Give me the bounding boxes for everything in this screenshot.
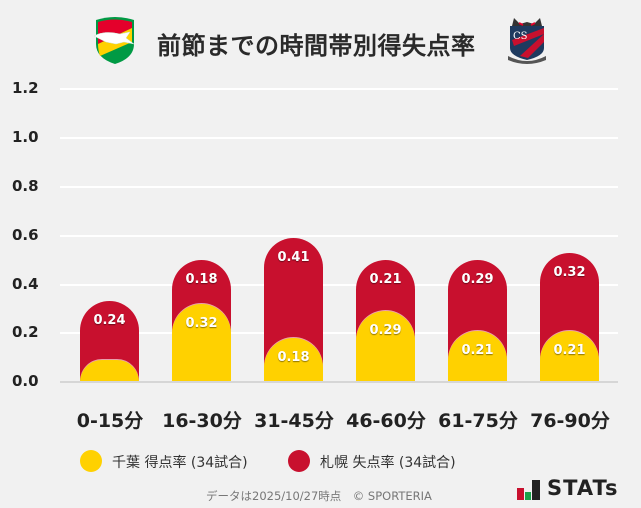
y-tick-label: 1.0 (12, 128, 39, 146)
chart-header: 前節までの時間帯別得失点率 CS (0, 14, 641, 70)
sapporo-value-label: 0.32 (553, 264, 586, 280)
sapporo-value-label: 0.29 (461, 272, 494, 287)
sapporo-value-label: 0.18 (185, 272, 218, 287)
gridline (60, 332, 618, 334)
chiba-value-label: 0.32 (185, 315, 218, 331)
chiba-scored-bar (356, 311, 415, 382)
x-tick-label: 31-45分 (254, 410, 334, 432)
sapporo-value-label: 0.24 (93, 313, 126, 329)
sapporo-value-label: 0.41 (277, 250, 310, 266)
bar-group: 0.41 0.18 (264, 238, 323, 382)
stats-bars-icon (517, 480, 540, 500)
chiba-scored-bar (80, 360, 139, 382)
y-tick-label: 0.8 (12, 177, 39, 195)
chart-title: 前節までの時間帯別得失点率 (157, 32, 476, 60)
svg-text:CS: CS (513, 31, 528, 42)
chiba-value-label: 0.18 (277, 350, 310, 366)
gridline (60, 88, 618, 90)
chiba-value-label: 0.29 (369, 323, 402, 339)
red-dot-icon (288, 450, 310, 472)
gridline (60, 235, 618, 237)
jef-united-crest-icon (93, 17, 135, 64)
yellow-dot-icon (80, 450, 102, 472)
bar-group: 0.21 0.29 (356, 260, 415, 382)
bar-group: 0.32 0.21 (540, 252, 599, 382)
y-tick-label: 0.4 (12, 275, 39, 293)
x-tick-label: 16-30分 (162, 410, 242, 432)
chiba-value-label: 0.21 (461, 342, 494, 358)
sapporo-value-label: 0.21 (369, 272, 402, 287)
chiba-scored-bar (264, 338, 323, 382)
x-axis-line (60, 381, 618, 383)
stats-brand-text: STATs (547, 476, 619, 500)
y-tick-label: 0.0 (12, 372, 39, 390)
x-tick-label: 46-60分 (346, 410, 426, 432)
gridline (60, 186, 618, 188)
bar-group: 0.24 (80, 301, 139, 382)
x-tick-label: 76-90分 (530, 410, 610, 432)
y-tick-label: 0.2 (12, 323, 39, 341)
data-source-note: データは2025/10/27時点 © SPORTERIA (206, 489, 432, 503)
y-tick-label: 1.2 (12, 79, 39, 97)
consadole-sapporo-crest-icon: CS (508, 18, 546, 64)
x-tick-label: 0-15分 (76, 410, 144, 432)
gridline (60, 137, 618, 139)
chiba-value-label: 0.21 (553, 342, 586, 358)
chiba-scored-bar (540, 330, 599, 382)
legend-label: 千葉 得点率 (34試合) (112, 455, 248, 471)
y-tick-label: 0.6 (12, 226, 39, 244)
bar-group: 0.18 0.32 (172, 260, 231, 382)
legend-label: 札幌 失点率 (34試合) (320, 455, 456, 471)
chiba-scored-bar (172, 303, 231, 382)
chiba-scored-bar (448, 330, 507, 382)
x-tick-label: 61-75分 (438, 410, 518, 432)
bar-group: 0.29 0.21 (448, 260, 507, 382)
gridline (60, 284, 618, 286)
